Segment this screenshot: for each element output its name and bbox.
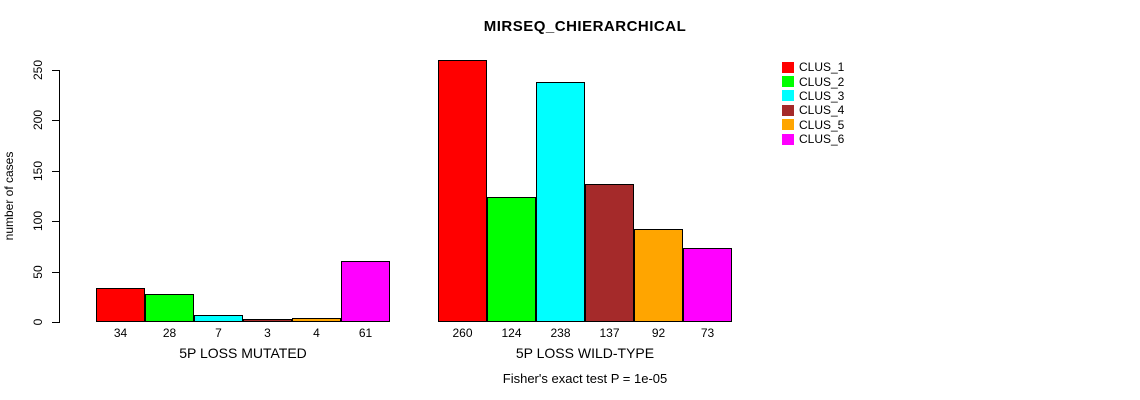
legend-swatch-icon [782,119,794,131]
bar-value-label: 61 [358,326,373,340]
bar-value-label: 92 [651,326,666,340]
legend-swatch-icon [782,104,794,116]
y-tick-label-100: 100 [31,210,45,232]
y-tick-label-50: 50 [31,265,45,279]
legend-label: CLUS_6 [799,132,845,147]
group-label-mutated: 5P LOSS MUTATED [179,345,307,361]
bar-clus_6-group1 [341,261,390,322]
y-tick-0 [52,322,59,323]
y-tick-label-250: 250 [31,59,45,81]
bar-clus_1-group1 [96,288,145,322]
bar-value-label: 34 [113,326,128,340]
bar-value-label: 124 [501,326,522,340]
bar-clus_6-group2 [683,248,732,322]
legend-row-clus_5: CLUS_5 [782,118,844,132]
bar-value-label: 7 [215,326,222,340]
legend: CLUS_1 CLUS_2 CLUS_3 CLUS_4 CLUS_5 CLUS_6 [782,60,844,146]
y-tick-150 [52,171,59,172]
legend-label: CLUS_1 [799,60,845,75]
legend-row-clus_4: CLUS_4 [782,103,844,117]
legend-label: CLUS_4 [799,103,845,118]
legend-row-clus_1: CLUS_1 [782,60,844,74]
bar-value-label: 73 [700,326,715,340]
legend-swatch-icon [782,90,794,102]
bar-clus_4-group1 [243,319,292,322]
legend-row-clus_3: CLUS_3 [782,89,844,103]
bar-clus_5-group1 [292,318,341,322]
legend-swatch-icon [782,61,794,73]
y-tick-label-200: 200 [31,109,45,131]
bar-clus_5-group2 [634,229,683,322]
bar-value-label: 4 [313,326,320,340]
bar-value-label: 3 [264,326,271,340]
y-tick-250 [52,70,59,71]
y-tick-label-150: 150 [31,160,45,182]
legend-row-clus_2: CLUS_2 [782,74,844,88]
group-label-wildtype: 5P LOSS WILD-TYPE [515,345,655,361]
bar-clus_3-group2 [536,82,585,322]
y-axis-title: number of cases [2,151,16,241]
legend-label: CLUS_5 [799,117,845,132]
legend-label: CLUS_3 [799,88,845,103]
fisher-test-caption: Fisher's exact test P = 1e-05 [502,371,668,386]
bar-clus_1-group2 [438,60,487,322]
legend-label: CLUS_2 [799,74,845,89]
legend-row-clus_6: CLUS_6 [782,132,844,146]
bar-value-label: 260 [452,326,473,340]
bar-clus_2-group1 [145,294,194,322]
bar-value-label: 238 [550,326,571,340]
y-tick-label-0: 0 [31,318,45,326]
y-axis-line [59,70,60,323]
bar-clus_2-group2 [487,197,536,322]
bar-value-label: 28 [162,326,177,340]
legend-swatch-icon [782,133,794,145]
bar-value-label: 137 [599,326,620,340]
legend-swatch-icon [782,76,794,88]
bar-clus_4-group2 [585,184,634,322]
y-tick-100 [52,221,59,222]
y-tick-50 [52,272,59,273]
y-tick-200 [52,120,59,121]
chart-title: MIRSEQ_CHIERARCHICAL [483,18,687,35]
bar-clus_3-group1 [194,315,243,322]
